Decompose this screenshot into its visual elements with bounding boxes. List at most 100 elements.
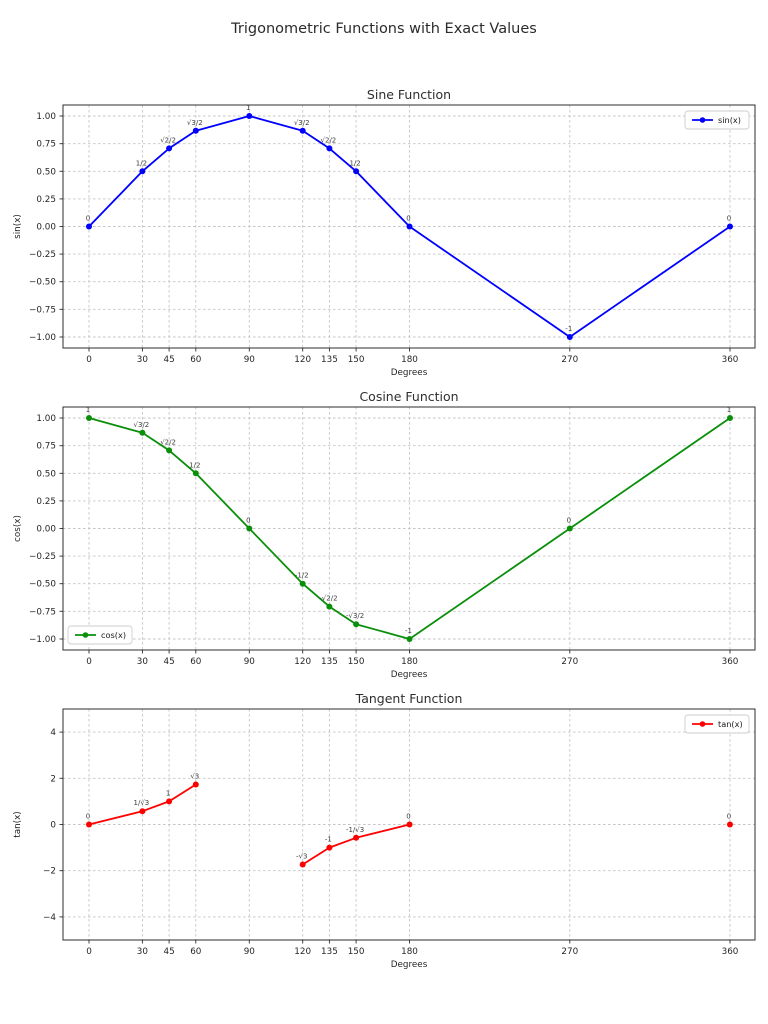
point-annotation: 0 [246,517,250,525]
data-point [727,415,733,421]
y-tick-label: 0.50 [36,469,56,479]
x-tick-label: 90 [244,355,256,365]
y-tick-label: 0.00 [36,525,56,535]
y-axis-label: sin(x) [13,214,23,239]
data-point [727,821,733,828]
data-point [192,470,199,477]
point-annotation: 1/2 [136,159,147,167]
x-tick-label: 60 [190,355,202,365]
y-tick-label: −0.75 [29,607,56,617]
x-tick-label: 360 [722,355,739,365]
x-tick-label: 45 [163,657,174,667]
y-tick-label: 0.50 [36,167,56,177]
legend-marker-sample [699,117,706,123]
y-tick-label: 0.25 [36,497,56,507]
legend-frame [684,110,750,130]
y-tick-label: −4 [43,913,56,923]
data-point [299,580,306,587]
point-annotation: 0 [567,517,571,525]
x-tick-label: 30 [137,947,149,957]
x-tick-label: 0 [86,947,92,957]
point-annotation: 1 [86,406,90,414]
series-line [88,783,197,826]
point-annotation: √3/2 [187,119,203,127]
data-point [192,127,199,134]
point-annotation: 1/2 [189,461,200,469]
y-tick-label: 0.75 [36,442,56,452]
data-point [406,636,413,642]
data-point [246,525,253,532]
data-point [353,168,360,175]
point-annotation: -1 [565,325,572,333]
data-point [406,821,413,828]
data-point [566,525,573,532]
y-tick-label: 1.00 [36,112,56,122]
y-tick-label: −0.25 [29,552,56,562]
x-tick-label: 60 [190,657,202,667]
x-tick-label: 270 [561,355,578,365]
data-point [326,844,333,851]
x-axis-label: Degrees [391,960,428,970]
x-tick-label: 120 [294,947,311,957]
point-annotation: 0 [727,215,731,223]
point-annotation: √3 [190,773,199,781]
point-annotation: √3/2 [294,119,310,127]
data-point [326,603,333,610]
x-tick-label: 0 [86,657,92,667]
data-point [166,145,173,152]
point-annotation: √2/2 [160,136,176,144]
data-point [326,145,333,152]
x-tick-label: 135 [321,947,338,957]
x-tick-label: 45 [163,947,174,957]
point-annotation: 1/2 [349,159,360,167]
legend: tan(x) [684,714,750,734]
data-point [139,429,146,436]
x-tick-label: 60 [190,947,202,957]
y-tick-label: −1.00 [29,635,56,645]
point-annotation: 0 [406,813,410,821]
x-tick-label: 180 [401,355,418,365]
data-point [727,223,733,230]
point-annotation: 0 [727,813,731,821]
point-annotation: √2/2 [321,136,337,144]
x-tick-label: 120 [294,355,311,365]
point-annotation: -1 [325,836,332,844]
x-tick-label: 45 [163,355,174,365]
legend: sin(x) [684,110,750,130]
subplot-cosine-function: 0 30 45 60 90 120 135 150 180 270 360 1.00 0.75 0.50 0… [13,389,756,680]
y-tick-label: 0.75 [36,140,56,150]
y-tick-label: 0.25 [36,195,56,205]
x-tick-label: 270 [561,947,578,957]
y-axis-label: tan(x) [13,811,23,838]
subplot-tangent-function: 0 30 45 60 90 120 135 150 180 270 360 4 2 0 −2 −4 Tangen… [13,691,756,970]
point-annotation: -1/2 [295,572,309,580]
point-annotation: √3/2 [134,421,150,429]
point-annotation: -1 [405,627,412,635]
x-tick-label: 360 [722,947,739,957]
x-tick-label: 150 [348,947,365,957]
data-point [353,834,360,841]
x-tick-label: 150 [348,657,365,667]
data-point [86,223,92,230]
y-tick-label: −2 [43,867,56,877]
legend-marker-sample [699,721,706,727]
data-point [566,334,573,340]
x-axis-label: Degrees [391,670,428,680]
y-tick-label: −1.00 [29,333,56,343]
figure-title: Trigonometric Functions with Exact Value… [231,21,537,37]
point-annotation: √2/2 [160,438,176,446]
legend-label: sin(x) [718,115,741,125]
subplot-title: Sine Function [367,87,451,102]
x-tick-label: 30 [137,355,149,365]
data-point [353,621,360,628]
data-point [406,223,413,230]
data-point [246,113,253,119]
y-tick-label: −0.50 [29,278,56,288]
y-axis-label: cos(x) [13,515,23,542]
y-tick-label: −0.50 [29,580,56,590]
legend-label: tan(x) [718,719,743,729]
legend-label: cos(x) [101,630,126,640]
data-point [139,168,146,175]
point-annotation: -√3/2 [346,612,364,620]
